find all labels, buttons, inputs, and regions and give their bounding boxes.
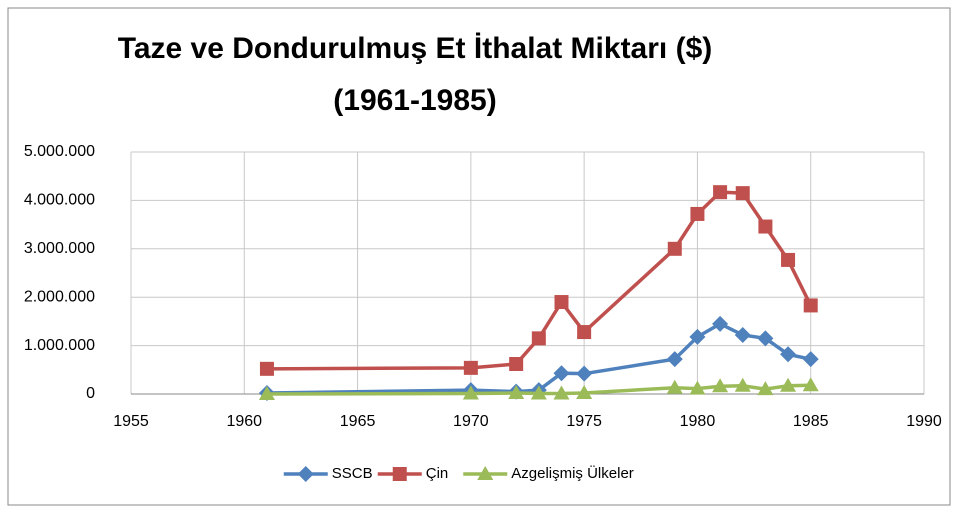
marker: [802, 351, 819, 368]
marker: [780, 346, 797, 363]
marker: [712, 378, 729, 393]
marker: [531, 331, 546, 346]
marker: [803, 298, 818, 313]
y-tick-label: 2.000.000: [24, 288, 95, 305]
marker: [802, 377, 819, 392]
x-tick-label: 1990: [906, 413, 942, 430]
x-tick-label: 1975: [566, 413, 602, 430]
marker: [554, 295, 569, 310]
x-tick-label: 1965: [340, 413, 376, 430]
marker: [666, 379, 683, 394]
marker: [530, 385, 547, 400]
marker: [690, 206, 705, 221]
x-tick-label: 1985: [793, 413, 829, 430]
legend-marker: [477, 466, 494, 480]
marker: [780, 377, 797, 392]
legend-marker: [392, 467, 407, 481]
x-tick-label: 1970: [453, 413, 489, 430]
legend-label: Çin: [426, 465, 449, 482]
y-tick-label: 5.000.000: [24, 143, 95, 160]
marker: [666, 351, 683, 368]
y-tick-label: 1.000.000: [24, 337, 95, 354]
marker: [757, 330, 774, 347]
marker: [734, 326, 751, 343]
chart-frame: [7, 7, 951, 506]
marker: [508, 385, 525, 400]
y-tick-label: 3.000.000: [24, 240, 95, 257]
marker: [509, 356, 524, 371]
marker: [712, 315, 729, 332]
marker: [462, 385, 479, 400]
chart-title: Taze ve Dondurulmuş Et İthalat Miktarı (…: [118, 32, 713, 65]
marker: [734, 377, 751, 392]
marker: [576, 385, 593, 400]
chart-title: (1961-1985): [333, 84, 496, 117]
marker: [735, 186, 750, 201]
marker: [667, 241, 682, 256]
marker: [553, 385, 570, 400]
legend-label: Azgelişmiş Ülkeler: [511, 464, 634, 482]
x-tick-label: 1955: [113, 413, 149, 430]
marker: [258, 386, 275, 400]
marker: [713, 185, 728, 200]
marker: [576, 365, 593, 382]
marker: [757, 381, 774, 396]
marker: [577, 325, 592, 340]
legend-marker: [297, 466, 314, 482]
marker: [259, 361, 274, 376]
y-tick-label: 4.000.000: [24, 192, 95, 209]
x-tick-label: 1960: [226, 413, 262, 430]
legend-label: SSCB: [332, 465, 373, 482]
marker: [689, 328, 706, 345]
marker: [689, 380, 706, 395]
marker: [553, 365, 570, 382]
y-tick-label: 0: [86, 385, 95, 402]
x-tick-label: 1980: [680, 413, 716, 430]
marker: [781, 252, 796, 267]
marker: [463, 360, 478, 375]
marker: [758, 219, 773, 234]
